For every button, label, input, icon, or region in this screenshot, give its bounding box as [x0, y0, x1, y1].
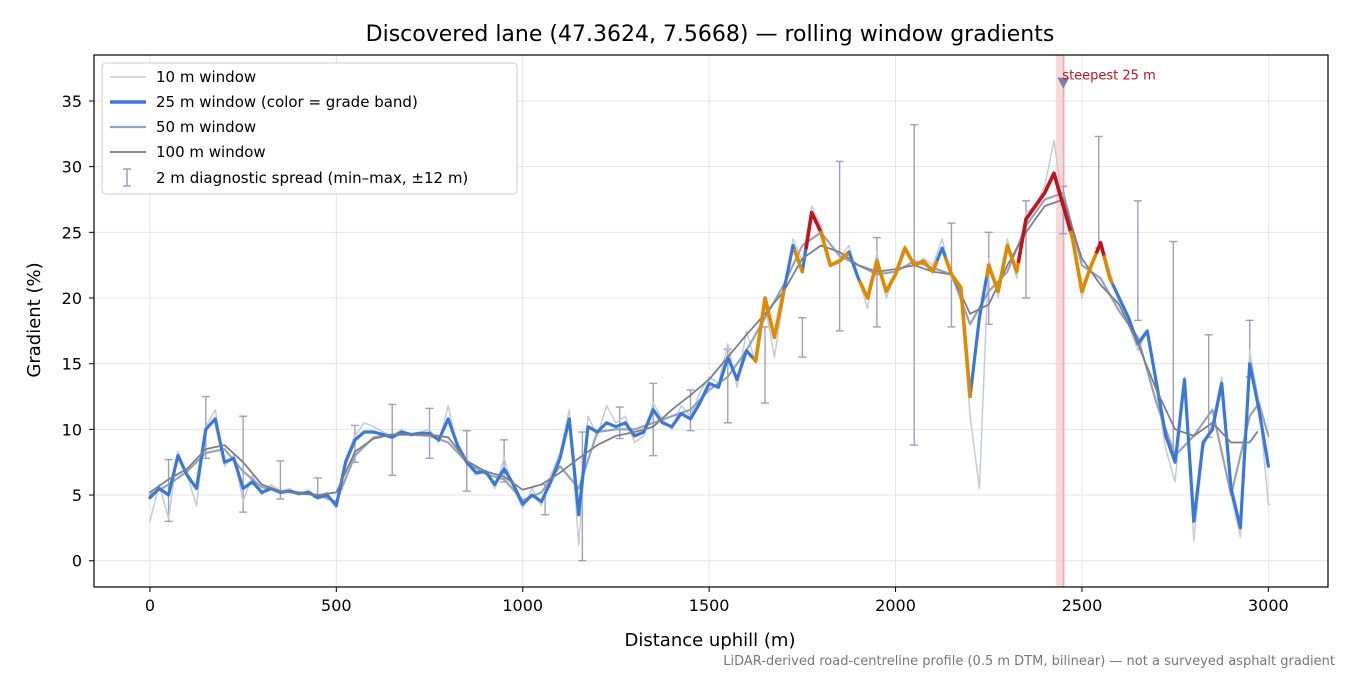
- error-bar: [872, 236, 881, 328]
- grade-band-segment-20to25: [944, 256, 972, 399]
- error-bar: [649, 382, 658, 457]
- legend-label-10m: 10 m window: [156, 68, 256, 86]
- grade-band-segment-20to25: [985, 243, 1021, 294]
- grade-band-segment-ge25: [1016, 171, 1073, 264]
- error-bar: [761, 326, 770, 404]
- y-tick-label: 5: [72, 486, 82, 505]
- y-tick-label: 0: [72, 552, 82, 571]
- x-tick-label: 2000: [875, 596, 916, 615]
- error-bar: [798, 317, 807, 358]
- grade-band-segment-20to25: [1102, 255, 1114, 285]
- y-tick-label: 35: [62, 92, 82, 111]
- steepest-band: [1055, 55, 1066, 587]
- grade-band-segment-ge25: [804, 210, 823, 250]
- x-axis-title: Distance uphill (m): [625, 630, 796, 651]
- grade-band-segment-ge25: [1095, 241, 1107, 259]
- footer-note: LiDAR-derived road-centreline profile (0…: [723, 654, 1335, 669]
- grade-band-overlay: [752, 171, 1114, 399]
- y-tick-label: 30: [62, 158, 82, 177]
- y-tick-label: 15: [62, 355, 82, 374]
- x-tick-label: 0: [145, 596, 155, 615]
- x-tick-label: 1500: [689, 596, 730, 615]
- steepest-label: steepest 25 m: [1062, 69, 1155, 84]
- series-100m-line: [148, 198, 1259, 496]
- error-bar: [239, 415, 248, 513]
- y-ticks: 0 5 10 15 20 25 30 35: [62, 92, 94, 571]
- x-tick-label: 3000: [1248, 596, 1289, 615]
- x-tick-label: 1000: [502, 596, 543, 615]
- error-bar: [1094, 135, 1103, 249]
- grade-band-segment-20to25: [793, 248, 805, 274]
- error-bar: [615, 406, 624, 440]
- chart-title: Discovered lane (47.3624, 7.5668) — roll…: [366, 22, 1055, 47]
- x-ticks: 0 500 1000 1500 2000 2500 3000: [145, 587, 1289, 615]
- y-tick-label: 25: [62, 223, 82, 242]
- legend-label-100m: 100 m window: [156, 143, 266, 161]
- legend-label-50m: 50 m window: [156, 118, 256, 136]
- steepest-marker: [1057, 77, 1070, 89]
- legend: 10 m window 25 m window (color = grade b…: [101, 62, 518, 195]
- y-axis-title: Gradient (%): [24, 262, 45, 377]
- legend-label-errorbar: 2 m diagnostic spread (min–max, ±12 m): [156, 169, 468, 187]
- legend-box: [101, 62, 518, 195]
- grade-band-segment-20to25: [1069, 230, 1099, 294]
- annotation-layer: steepest 25 m: [1057, 69, 1156, 89]
- grade-band-segment-20to25: [819, 230, 849, 268]
- grade-band-segment-20to25: [858, 246, 939, 300]
- plot-frame: [93, 54, 1329, 588]
- x-tick-label: 500: [321, 596, 352, 615]
- legend-swatch-errorbar: [123, 168, 131, 187]
- steepest-band-rect: [1055, 55, 1066, 587]
- y-tick-label: 20: [62, 289, 82, 308]
- error-bar: [388, 403, 397, 477]
- error-bar: [910, 123, 919, 446]
- legend-label-25m: 25 m window (color = grade band): [156, 93, 418, 111]
- error-bar: [1133, 200, 1142, 322]
- x-tick-label: 2500: [1062, 596, 1103, 615]
- y-tick-label: 10: [62, 420, 82, 439]
- grade-band-segment-20to25: [752, 289, 786, 363]
- error-bar: [835, 160, 844, 332]
- error-bar: [1204, 334, 1213, 438]
